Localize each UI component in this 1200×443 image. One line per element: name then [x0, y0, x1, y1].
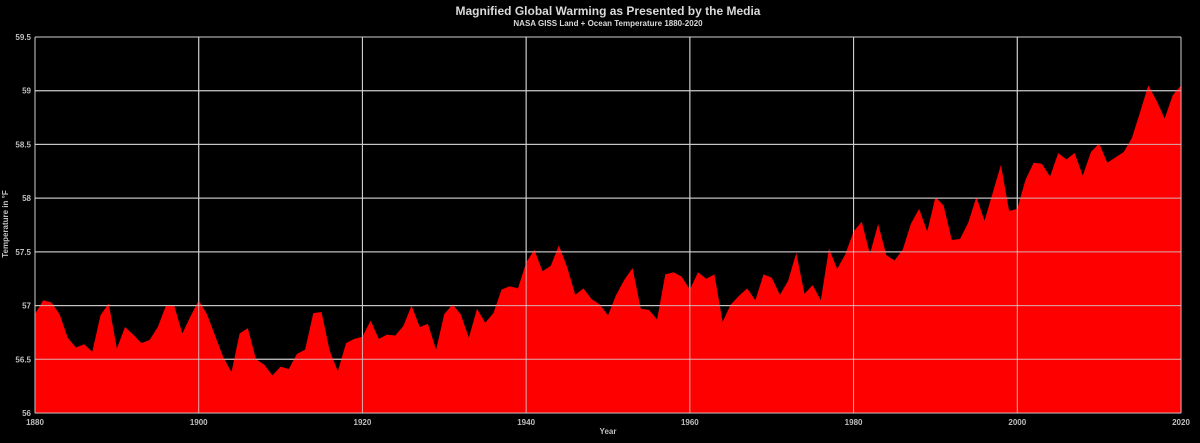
x-tick-label: 1960 — [681, 418, 699, 427]
chart-title: Magnified Global Warming as Presented by… — [456, 4, 761, 18]
x-tick-label: 1940 — [517, 418, 535, 427]
y-axis-label: Temperature in °F — [1, 190, 10, 258]
y-tick-label: 59.5 — [15, 33, 31, 42]
x-tick-label: 2000 — [1008, 418, 1026, 427]
chart-subtitle: NASA GISS Land + Ocean Temperature 1880-… — [513, 19, 703, 28]
area-series — [34, 36, 1182, 414]
y-tick-label: 57.5 — [15, 248, 31, 257]
y-tick-label: 57 — [22, 302, 31, 311]
x-tick-label: 2020 — [1172, 418, 1190, 427]
x-tick-label: 1900 — [190, 418, 208, 427]
x-tick-label: 1880 — [26, 418, 44, 427]
y-tick-label: 58 — [22, 194, 31, 203]
x-tick-label: 1920 — [354, 418, 372, 427]
x-axis-ticks: 1880 1900 1920 1940 1960 1980 2000 2020 — [26, 418, 1190, 427]
y-tick-label: 59 — [22, 87, 31, 96]
y-axis-ticks: 56 56.5 57 57.5 58 58.5 59 59.5 — [15, 33, 31, 418]
x-tick-label: 1980 — [845, 418, 863, 427]
x-axis-label: Year — [600, 427, 617, 436]
y-tick-label: 58.5 — [15, 140, 31, 149]
y-tick-label: 56 — [22, 409, 31, 418]
y-tick-label: 56.5 — [15, 355, 31, 364]
temperature-area-fill — [35, 85, 1181, 413]
